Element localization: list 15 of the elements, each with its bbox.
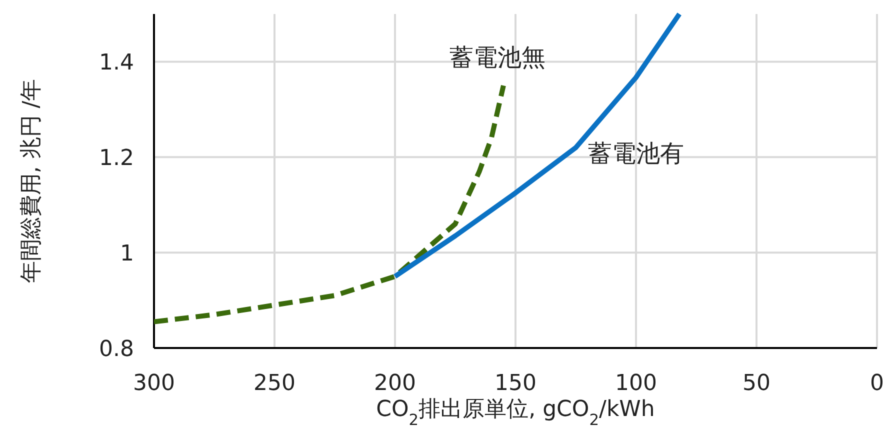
x-axis-title: CO$_{2}$排出原単位, gCO$_{2}$/kWh <box>376 397 655 429</box>
x-tick-label: 100 <box>615 371 657 396</box>
y-tick-label: 1 <box>120 242 134 267</box>
x-tick-label: 50 <box>742 371 770 396</box>
x-tick-label: 0 <box>870 371 884 396</box>
series-label: 蓄電池有 <box>588 140 684 168</box>
x-tick-label: 250 <box>254 371 296 396</box>
y-axis-title: 年間総費用, 兆円 /年 <box>19 78 44 284</box>
series-label: 蓄電池無 <box>449 44 546 72</box>
x-tick-label: 150 <box>494 371 536 396</box>
x-tick-label: 200 <box>374 371 416 396</box>
y-tick-label: 1.4 <box>99 50 134 76</box>
y-tick-label: 0.8 <box>99 337 134 362</box>
y-tick-label: 1.2 <box>99 146 134 172</box>
x-tick-label: 300 <box>133 371 175 396</box>
